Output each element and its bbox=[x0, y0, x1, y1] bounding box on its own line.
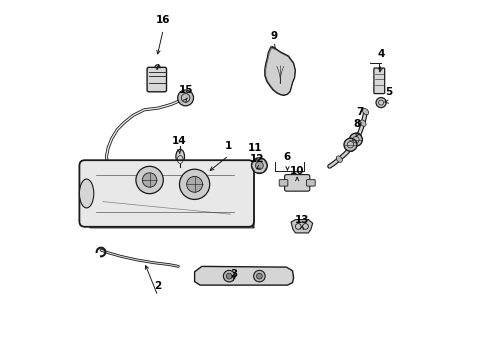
Text: 12: 12 bbox=[249, 154, 264, 164]
Circle shape bbox=[255, 162, 263, 170]
FancyBboxPatch shape bbox=[307, 180, 315, 186]
Circle shape bbox=[344, 138, 357, 151]
Circle shape bbox=[178, 90, 194, 106]
Polygon shape bbox=[195, 266, 294, 285]
Ellipse shape bbox=[79, 179, 94, 208]
Text: 2: 2 bbox=[154, 281, 162, 291]
Text: 14: 14 bbox=[172, 136, 187, 146]
Polygon shape bbox=[85, 221, 254, 228]
Circle shape bbox=[223, 270, 235, 282]
Text: 9: 9 bbox=[270, 31, 277, 41]
Ellipse shape bbox=[360, 120, 366, 126]
FancyBboxPatch shape bbox=[147, 67, 167, 92]
Ellipse shape bbox=[347, 145, 353, 152]
Circle shape bbox=[349, 133, 363, 146]
FancyBboxPatch shape bbox=[285, 175, 310, 191]
Text: 15: 15 bbox=[178, 85, 193, 95]
Ellipse shape bbox=[176, 149, 185, 164]
Circle shape bbox=[251, 158, 268, 174]
Circle shape bbox=[143, 173, 157, 187]
Text: 3: 3 bbox=[230, 269, 237, 279]
Text: 7: 7 bbox=[357, 107, 364, 117]
Text: 6: 6 bbox=[284, 152, 291, 162]
Text: 8: 8 bbox=[354, 119, 361, 129]
Text: 11: 11 bbox=[248, 143, 262, 153]
Circle shape bbox=[254, 270, 265, 282]
Text: 13: 13 bbox=[294, 215, 309, 225]
Text: 16: 16 bbox=[156, 15, 171, 25]
Ellipse shape bbox=[336, 156, 343, 162]
Polygon shape bbox=[248, 166, 254, 228]
Text: 10: 10 bbox=[290, 166, 304, 176]
Circle shape bbox=[187, 176, 202, 192]
Text: 5: 5 bbox=[385, 87, 392, 97]
Circle shape bbox=[257, 273, 262, 279]
Text: 1: 1 bbox=[225, 141, 232, 151]
FancyBboxPatch shape bbox=[79, 160, 254, 227]
FancyBboxPatch shape bbox=[279, 180, 288, 186]
Polygon shape bbox=[291, 220, 313, 233]
Circle shape bbox=[136, 166, 163, 194]
Ellipse shape bbox=[363, 108, 368, 115]
Circle shape bbox=[226, 273, 232, 279]
Text: 4: 4 bbox=[377, 49, 385, 59]
Circle shape bbox=[376, 98, 386, 108]
Polygon shape bbox=[265, 47, 295, 95]
Circle shape bbox=[179, 169, 210, 199]
FancyBboxPatch shape bbox=[374, 68, 385, 94]
Ellipse shape bbox=[355, 133, 362, 139]
